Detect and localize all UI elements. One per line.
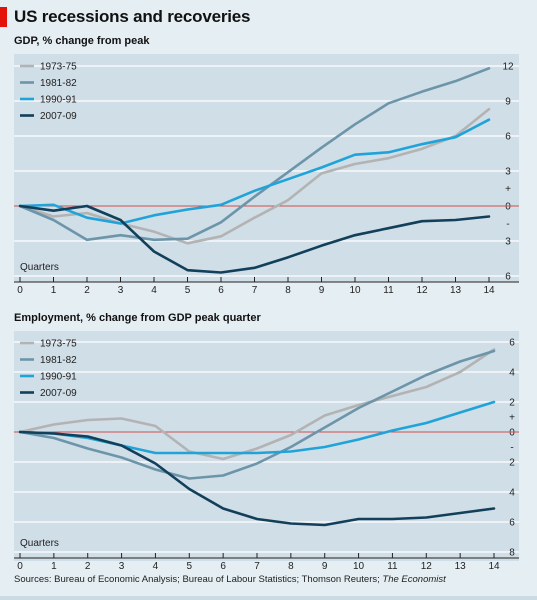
employment-y-tick-label: 6: [509, 338, 515, 349]
gdp-series-line-1990-91: [18, 118, 491, 225]
employment-x-axis-label: Quarters: [20, 538, 59, 549]
gdp-y-tick-label: 3: [505, 167, 511, 178]
gdp-x-tick-label: 8: [285, 285, 291, 296]
gdp-legend-label: 1973-75: [40, 62, 77, 73]
employment-x-tick-label: 6: [220, 561, 226, 572]
gdp-y-tick-label: +: [505, 184, 511, 195]
gdp-x-axis-label: Quarters: [20, 262, 59, 273]
gdp-x-tick-label: 1: [51, 285, 57, 296]
employment-y-tick-label: 6: [509, 518, 515, 529]
employment-y-tick-label: -: [510, 443, 513, 454]
gdp-x-tick-label: 7: [252, 285, 258, 296]
employment-x-tick-label: 9: [322, 561, 328, 572]
employment-y-tick-label: 2: [509, 398, 515, 409]
gdp-series-line-1981-82: [18, 67, 491, 242]
gdp-series-line-1973-75: [18, 107, 491, 245]
employment-series-line-2007-09: [18, 430, 496, 527]
gdp-x-tick-label: 11: [383, 285, 394, 296]
employment-panel-title: Employment, % change from GDP peak quart…: [14, 312, 261, 324]
gdp-x-tick-label: 10: [349, 285, 361, 296]
employment-legend-label: 1990-91: [40, 372, 77, 383]
gdp-x-tick-label: 12: [416, 285, 428, 296]
employment-x-tick-label: 8: [288, 561, 294, 572]
employment-x-tick-label: 10: [353, 561, 365, 572]
gdp-y-tick-label: 12: [502, 62, 514, 73]
gdp-panel: [14, 54, 519, 282]
employment-x-tick-label: 11: [387, 561, 398, 572]
employment-x-tick-label: 1: [51, 561, 57, 572]
employment-x-tick-label: 4: [153, 561, 159, 572]
gdp-x-tick-label: 13: [450, 285, 462, 296]
gdp-x-tick-label: 3: [118, 285, 124, 296]
source-note: Sources: Bureau of Economic Analysis; Bu…: [14, 574, 446, 585]
employment-x-tick-label: 13: [455, 561, 467, 572]
employment-series-line-1973-75: [18, 348, 496, 461]
brand-tab: [0, 7, 7, 27]
source-publication: The Economist: [382, 574, 446, 585]
gdp-x-tick-label: 4: [151, 285, 157, 296]
employment-x-tick-label: 2: [85, 561, 91, 572]
gdp-y-tick-label: -: [506, 219, 509, 230]
gdp-panel-title: GDP, % change from peak: [14, 35, 150, 47]
employment-y-tick-label: 8: [509, 548, 515, 559]
gdp-x-tick-label: 9: [319, 285, 325, 296]
gdp-y-tick-label: 0: [505, 202, 511, 213]
gdp-series-line-2007-09: [18, 204, 491, 274]
gdp-y-tick-label: 6: [505, 272, 511, 283]
employment-legend-label: 2007-09: [40, 388, 77, 399]
source-text: Sources: Bureau of Economic Analysis; Bu…: [14, 574, 383, 585]
employment-series-line-1981-82: [18, 349, 496, 480]
gdp-x-tick-label: 2: [84, 285, 90, 296]
employment-y-tick-label: +: [509, 413, 515, 424]
employment-x-tick-label: 14: [488, 561, 500, 572]
gdp-y-tick-label: 9: [505, 97, 511, 108]
gdp-y-tick-label: 6: [505, 132, 511, 143]
bottom-bar: [0, 596, 537, 600]
gdp-legend-label: 1981-82: [40, 78, 77, 89]
chart-title: US recessions and recoveries: [14, 7, 251, 26]
gdp-x-tick-label: 5: [185, 285, 191, 296]
employment-y-tick-label: 0: [509, 428, 515, 439]
employment-x-tick-label: 5: [187, 561, 193, 572]
gdp-x-tick-label: 0: [17, 285, 23, 296]
employment-series-line-1990-91: [18, 400, 496, 455]
employment-y-tick-label: 4: [509, 488, 515, 499]
employment-legend-label: 1973-75: [40, 339, 77, 350]
employment-y-tick-label: 4: [509, 368, 515, 379]
employment-y-tick-label: 2: [509, 458, 515, 469]
gdp-legend-label: 1990-91: [40, 95, 77, 106]
employment-legend-label: 1981-82: [40, 355, 77, 366]
gdp-x-tick-label: 6: [218, 285, 224, 296]
gdp-x-tick-label: 14: [483, 285, 495, 296]
gdp-y-tick-label: 3: [505, 237, 511, 248]
employment-x-tick-label: 12: [421, 561, 433, 572]
employment-x-tick-label: 7: [254, 561, 260, 572]
employment-x-tick-label: 3: [119, 561, 125, 572]
gdp-legend-label: 2007-09: [40, 111, 77, 122]
employment-x-tick-label: 0: [17, 561, 23, 572]
